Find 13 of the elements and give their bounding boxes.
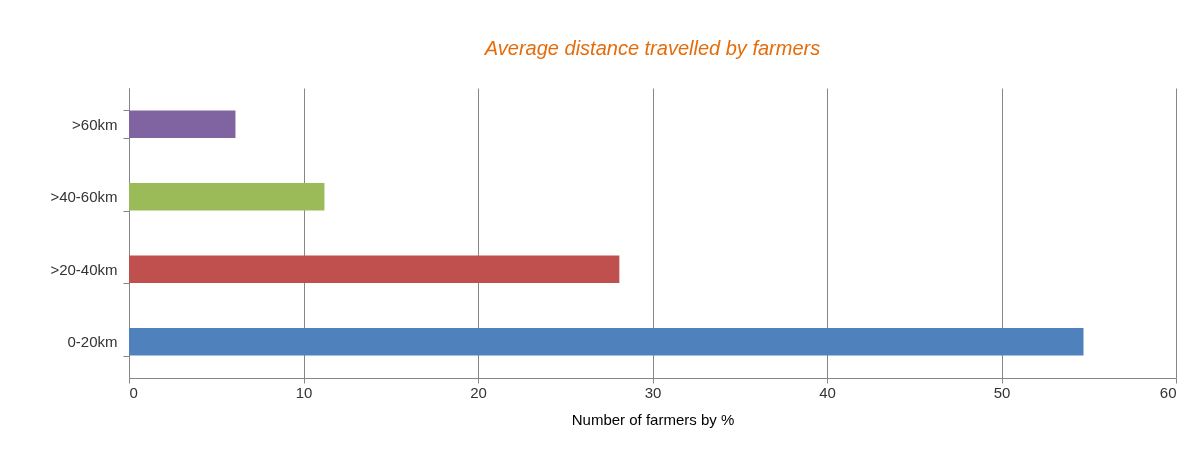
x-tick-label: 10	[295, 383, 313, 401]
x-tick-label: 20	[470, 383, 487, 401]
x-axis-title: Number of farmers by %	[571, 410, 735, 428]
x-tick-label: 30	[644, 383, 662, 401]
x-tick-label: 50	[993, 383, 1011, 401]
x-tick-label: 60	[1159, 383, 1177, 401]
chart-title: Average distance travelled by farmers	[483, 37, 821, 59]
x-tick-label: 0	[129, 383, 138, 401]
y-tick-label: >60km	[72, 115, 118, 133]
y-tick-label: >40-60km	[50, 188, 118, 206]
y-tick-label: 0-20km	[67, 333, 118, 351]
y-tick-label: >20-40km	[50, 260, 118, 278]
x-tick-label: 40	[819, 383, 836, 401]
